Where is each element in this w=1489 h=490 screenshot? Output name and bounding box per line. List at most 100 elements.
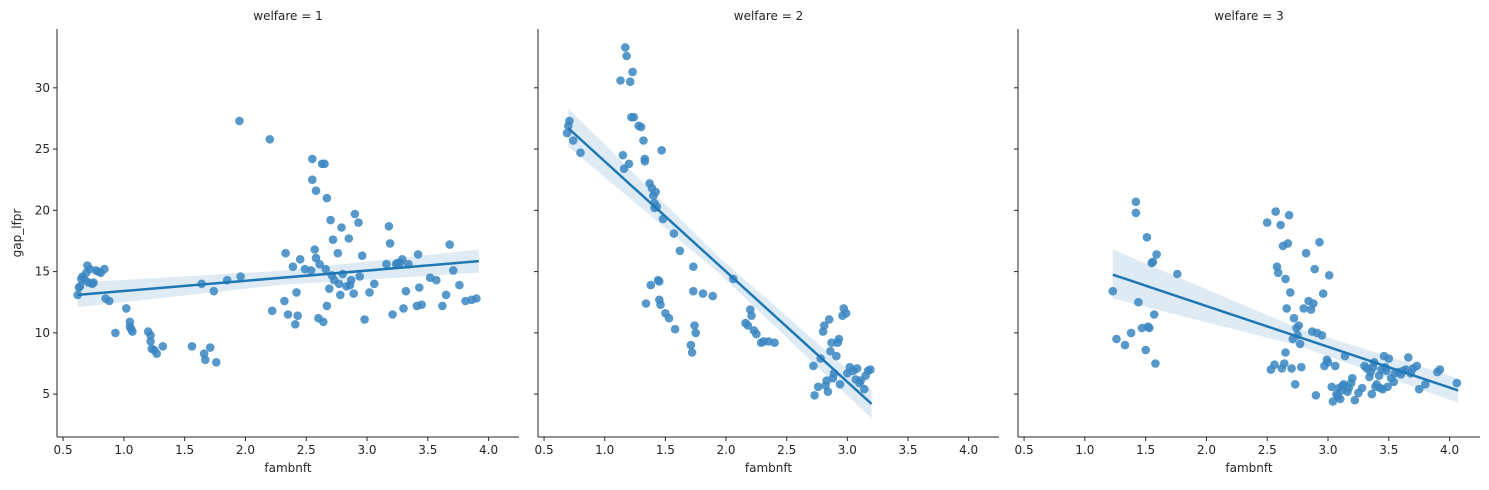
data-point [752, 329, 761, 339]
data-point [1382, 366, 1391, 376]
data-point [824, 315, 834, 324]
data-point [1126, 328, 1136, 338]
data-point [1280, 359, 1289, 368]
data-point [1318, 289, 1328, 298]
x-tick-label: 2.0 [1197, 443, 1216, 457]
data-point [1311, 391, 1321, 400]
confidence-band [1112, 249, 1459, 403]
data-point [322, 301, 332, 311]
data-point [1299, 304, 1308, 313]
data-point [308, 175, 317, 184]
data-point [1452, 378, 1462, 388]
y-tick-label: 15 [35, 265, 50, 279]
data-point [1284, 210, 1294, 220]
confidence-band [568, 108, 872, 419]
data-point [841, 309, 851, 318]
data-point [413, 250, 423, 259]
data-point [292, 288, 301, 297]
data-point [349, 289, 359, 298]
data-point [1287, 364, 1296, 373]
data-point [628, 67, 637, 77]
data-point [1367, 389, 1377, 399]
data-point [835, 380, 845, 389]
x-tick-label: 1.5 [656, 443, 675, 457]
data-point [326, 215, 335, 225]
data-point [1151, 359, 1160, 368]
data-point [1108, 286, 1118, 296]
data-point [1301, 248, 1311, 258]
x-tick-label: 2.5 [297, 443, 316, 457]
x-tick-label: 2.5 [777, 443, 796, 457]
data-point [1310, 264, 1319, 274]
x-tick-label: 1.0 [595, 443, 614, 457]
y-tick-label: 5 [42, 387, 50, 401]
data-point [100, 264, 109, 274]
data-point [1384, 354, 1394, 363]
data-point [664, 313, 674, 323]
x-tick-label: 2.0 [236, 443, 255, 457]
x-tick-label: 2.0 [716, 443, 735, 457]
data-point [438, 301, 447, 311]
data-point [669, 229, 679, 238]
y-tick-label: 25 [35, 142, 50, 156]
data-point [691, 328, 700, 338]
data-point [621, 43, 630, 52]
data-point [576, 148, 585, 157]
data-point [357, 251, 367, 260]
data-point [747, 311, 756, 321]
data-point [319, 317, 328, 327]
data-point [860, 384, 869, 394]
data-point [384, 222, 394, 231]
data-point [209, 286, 219, 296]
data-point [360, 315, 369, 324]
data-point [1276, 220, 1285, 230]
data-point [158, 342, 168, 351]
x-tick-label: 3.5 [898, 443, 917, 457]
data-point [385, 239, 395, 248]
data-point [417, 300, 427, 310]
data-point [834, 334, 844, 344]
data-point [455, 280, 464, 290]
data-point [311, 186, 321, 195]
data-point [832, 351, 841, 361]
data-point [1281, 274, 1290, 284]
data-point [365, 288, 374, 297]
data-point [1421, 380, 1430, 389]
data-point [122, 304, 131, 313]
data-point [432, 275, 441, 285]
data-point [111, 328, 120, 338]
data-point [1141, 345, 1150, 355]
data-point [1145, 323, 1154, 333]
data-point [809, 361, 818, 371]
data-point [354, 218, 363, 227]
data-point [651, 187, 660, 197]
data-point [1142, 233, 1152, 242]
data-point [415, 283, 424, 292]
data-point [288, 262, 298, 272]
data-point [344, 234, 354, 243]
y-tick-label: 30 [35, 81, 50, 95]
data-point [675, 246, 685, 256]
data-point [308, 154, 317, 164]
data-point [820, 321, 829, 330]
data-point [128, 327, 137, 336]
data-point [624, 159, 634, 169]
data-point [656, 300, 665, 310]
data-point [823, 387, 833, 397]
data-point [1281, 348, 1290, 357]
data-point [441, 290, 451, 300]
data-point [657, 146, 666, 155]
data-point [293, 311, 303, 321]
data-point [370, 279, 379, 289]
data-point [388, 310, 397, 319]
data-point [295, 254, 305, 264]
data-point [355, 272, 365, 281]
data-point [1412, 361, 1422, 371]
data-point [1120, 340, 1130, 350]
x-axis-title: fambnft [264, 461, 312, 475]
data-point [337, 223, 346, 232]
data-point [568, 136, 578, 145]
data-point [306, 266, 316, 275]
data-point [629, 112, 639, 122]
data-point [852, 364, 862, 373]
